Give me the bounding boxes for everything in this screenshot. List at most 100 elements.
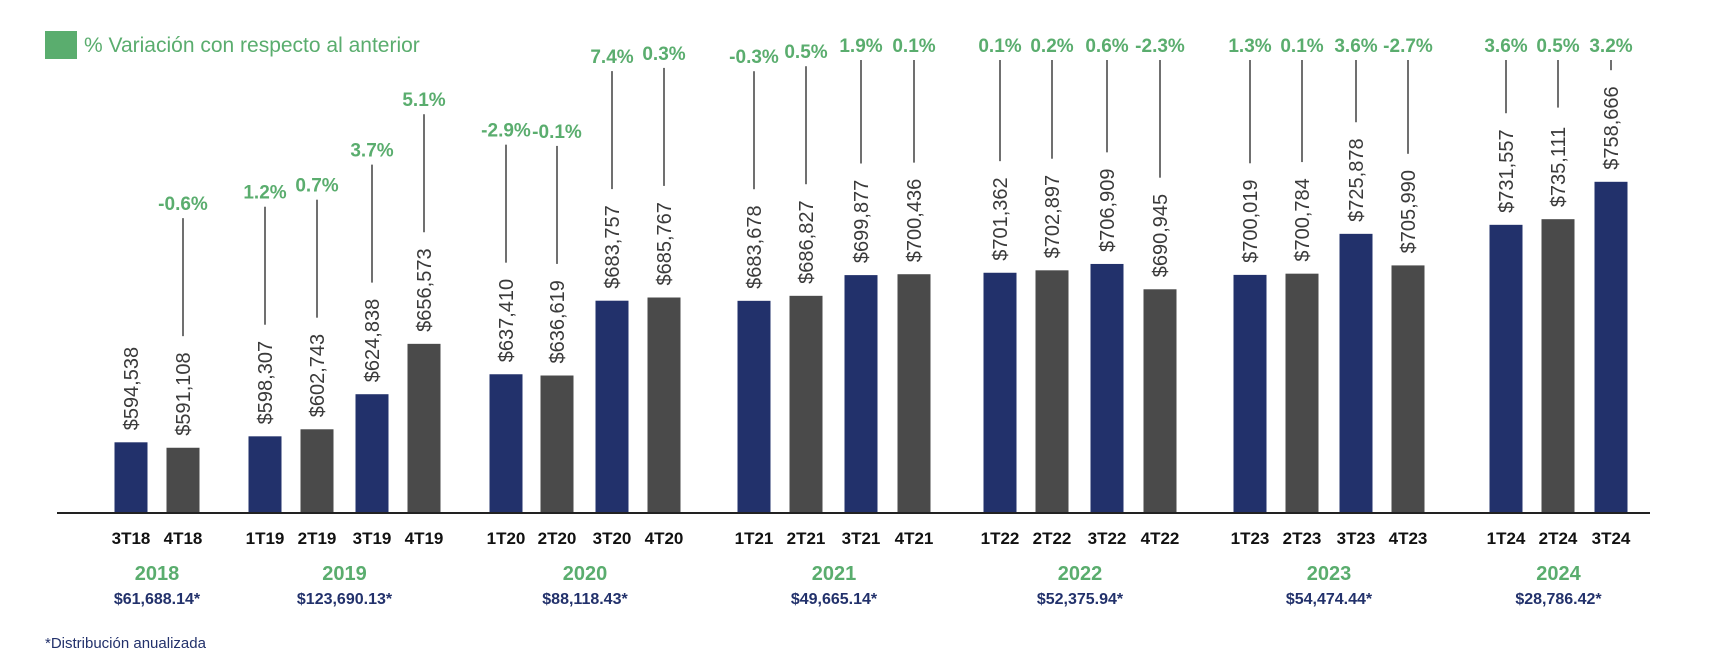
value-label-1T21: $683,678 — [744, 205, 766, 288]
value-label-1T24: $731,557 — [1496, 129, 1518, 212]
category-label-1T23: 1T23 — [1231, 529, 1270, 548]
category-label-4T18: 4T18 — [164, 529, 203, 548]
pct-label-1T23: 1.3% — [1228, 36, 1271, 57]
pct-label-1T20: -2.9% — [481, 121, 531, 142]
year-label-2024: 2024 — [1536, 563, 1581, 585]
category-label-3T21: 3T21 — [842, 529, 881, 548]
bar-3T19 — [355, 394, 389, 513]
value-label-2T21: $686,827 — [796, 200, 818, 283]
bar-1T19 — [248, 436, 282, 513]
category-label-3T19: 3T19 — [353, 529, 392, 548]
category-label-1T20: 1T20 — [487, 529, 526, 548]
bar-4T22 — [1143, 289, 1177, 513]
pct-label-4T18: -0.6% — [158, 194, 208, 215]
year-label-2018: 2018 — [135, 563, 180, 585]
category-label-2T22: 2T22 — [1033, 529, 1072, 548]
category-label-4T21: 4T21 — [895, 529, 934, 548]
category-label-3T23: 3T23 — [1337, 529, 1376, 548]
value-label-3T23: $725,878 — [1346, 138, 1368, 221]
category-label-1T24: 1T24 — [1487, 529, 1526, 548]
value-label-2T23: $700,784 — [1292, 178, 1314, 261]
distribution-label-2024: $28,786.42* — [1515, 591, 1602, 608]
bar-4T19 — [407, 343, 441, 513]
category-label-2T19: 2T19 — [298, 529, 337, 548]
category-label-2T24: 2T24 — [1539, 529, 1578, 548]
category-labels-layer: 3T18 4T18 1T19 2T19 3T19 4T19 1T20 2T20 3T20 4T20… — [112, 529, 1631, 548]
bar-2T21 — [789, 295, 823, 513]
value-label-4T18: $591,108 — [173, 352, 195, 435]
bar-3T22 — [1090, 263, 1124, 513]
pct-label-4T19: 5.1% — [402, 90, 445, 111]
value-label-1T22: $701,362 — [990, 177, 1012, 260]
category-label-4T23: 4T23 — [1389, 529, 1428, 548]
bar-3T23 — [1339, 233, 1373, 513]
pct-label-1T19: 1.2% — [243, 183, 286, 204]
value-label-3T24: $758,666 — [1601, 86, 1623, 169]
value-label-1T20: $637,410 — [496, 279, 518, 362]
bar-1T20 — [489, 374, 523, 513]
pct-label-2T19: 0.7% — [295, 176, 338, 197]
value-label-3T22: $706,909 — [1097, 169, 1119, 252]
pct-label-3T19: 3.7% — [350, 141, 393, 162]
bar-3T18 — [114, 442, 148, 513]
category-label-3T24: 3T24 — [1592, 529, 1631, 548]
value-label-4T19: $656,573 — [414, 248, 436, 331]
pct-label-2T23: 0.1% — [1280, 36, 1323, 57]
category-label-3T18: 3T18 — [112, 529, 151, 548]
category-label-2T21: 2T21 — [787, 529, 826, 548]
bar-1T23 — [1233, 274, 1267, 513]
distribution-label-2023: $54,474.44* — [1286, 591, 1373, 608]
category-label-1T22: 1T22 — [981, 529, 1020, 548]
category-label-4T22: 4T22 — [1141, 529, 1180, 548]
pct-label-3T21: 1.9% — [839, 36, 882, 57]
pct-label-3T24: 3.2% — [1589, 36, 1632, 57]
value-label-2T19: $602,743 — [307, 334, 329, 417]
bar-2T24 — [1541, 219, 1575, 513]
year-label-2023: 2023 — [1307, 563, 1352, 585]
value-label-3T21: $699,877 — [851, 180, 873, 263]
bar-4T20 — [647, 297, 681, 513]
legend: % Variación con respecto al anterior — [45, 31, 420, 59]
category-label-1T19: 1T19 — [246, 529, 285, 548]
legend-swatch — [45, 31, 77, 59]
value-label-3T18: $594,538 — [121, 347, 143, 430]
distribution-label-2019: $123,690.13* — [297, 591, 393, 608]
pct-label-4T21: 0.1% — [892, 36, 935, 57]
pct-label-3T22: 0.6% — [1085, 36, 1128, 57]
bar-3T20 — [595, 300, 629, 513]
bar-3T24 — [1594, 181, 1628, 513]
value-label-1T23: $700,019 — [1240, 179, 1262, 262]
value-label-1T19: $598,307 — [255, 341, 277, 424]
bar-2T23 — [1285, 273, 1319, 513]
distribution-label-2020: $88,118.43* — [542, 591, 628, 608]
category-label-2T20: 2T20 — [538, 529, 577, 548]
value-labels-layer: $594,538 $591,108 $598,307 $602,743 $624,838… — [121, 86, 1623, 435]
bar-2T19 — [300, 429, 334, 513]
pct-labels-layer: -0.6% 1.2% 0.7% 3.7% 5.1% -2.9% -0.1% 7.4% 0.3% -… — [158, 36, 1633, 215]
pct-label-2T24: 0.5% — [1536, 36, 1579, 57]
distribution-label-2018: $61,688.14* — [114, 591, 201, 608]
bars-layer — [114, 181, 1628, 514]
year-label-2020: 2020 — [563, 563, 608, 585]
pct-label-1T24: 3.6% — [1484, 36, 1527, 57]
bar-1T24 — [1489, 224, 1523, 514]
category-label-4T19: 4T19 — [405, 529, 444, 548]
bar-3T21 — [844, 275, 878, 513]
pct-label-1T22: 0.1% — [978, 36, 1021, 57]
bar-4T18 — [166, 447, 200, 513]
value-label-4T20: $685,767 — [654, 202, 676, 285]
value-label-2T22: $702,897 — [1042, 175, 1064, 258]
distribution-label-2022: $52,375.94* — [1037, 591, 1124, 608]
legend-label: % Variación con respecto al anterior — [84, 34, 420, 57]
pct-label-4T22: -2.3% — [1135, 36, 1185, 57]
category-label-3T20: 3T20 — [593, 529, 632, 548]
distribution-label-2021: $49,665.14* — [791, 591, 878, 608]
bar-2T20 — [540, 375, 574, 513]
bar-4T23 — [1391, 265, 1425, 513]
bar-2T22 — [1035, 270, 1069, 513]
value-label-4T23: $705,990 — [1398, 170, 1420, 253]
footnote: *Distribución anualizada — [45, 635, 207, 652]
pct-label-4T23: -2.7% — [1383, 36, 1433, 57]
year-label-2019: 2019 — [322, 563, 367, 585]
category-label-4T20: 4T20 — [645, 529, 684, 548]
